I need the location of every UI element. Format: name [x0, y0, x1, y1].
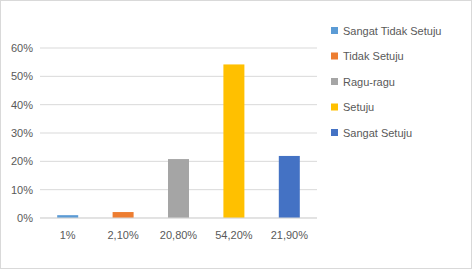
legend-label: Sangat Setuju — [343, 127, 412, 139]
chart-border — [1, 1, 472, 269]
bar — [168, 159, 189, 218]
legend-label: Sangat Tidak Setuju — [343, 25, 441, 37]
legend-swatch — [331, 129, 338, 136]
x-tick-label: 21,90% — [271, 229, 309, 241]
legend-swatch — [331, 104, 338, 111]
grid-line — [40, 48, 317, 49]
bar — [113, 212, 134, 218]
grid-line — [40, 218, 317, 219]
y-tick-label: 10% — [11, 184, 33, 196]
legend-label: Setuju — [343, 101, 374, 113]
grid-line — [40, 76, 317, 77]
chart: 0% 10% 20% 30% 40% 50% 60% 1% 2,10% 20,80% 54,20% 2… — [0, 0, 472, 269]
x-tick-label: 20,80% — [160, 229, 198, 241]
y-tick-label: 20% — [11, 155, 33, 167]
legend-label: Tidak Setuju — [343, 50, 404, 62]
legend-swatch — [331, 78, 338, 85]
x-tick-label: 54,20% — [215, 229, 253, 241]
bar — [223, 64, 244, 218]
grid-line — [40, 133, 317, 134]
bar — [279, 156, 300, 218]
bars — [57, 64, 300, 218]
y-tick-label: 60% — [11, 42, 33, 54]
y-tick-label: 50% — [11, 70, 33, 82]
y-tick-label: 40% — [11, 99, 33, 111]
y-tick-label: 0% — [17, 212, 33, 224]
y-tick-label: 30% — [11, 127, 33, 139]
legend-label: Ragu-ragu — [343, 76, 395, 88]
legend-swatch — [331, 27, 338, 34]
legend-swatch — [331, 53, 338, 60]
x-tick-label: 2,10% — [107, 229, 138, 241]
x-tick-label: 1% — [60, 229, 76, 241]
x-axis — [40, 218, 317, 219]
grid-line — [40, 104, 317, 105]
